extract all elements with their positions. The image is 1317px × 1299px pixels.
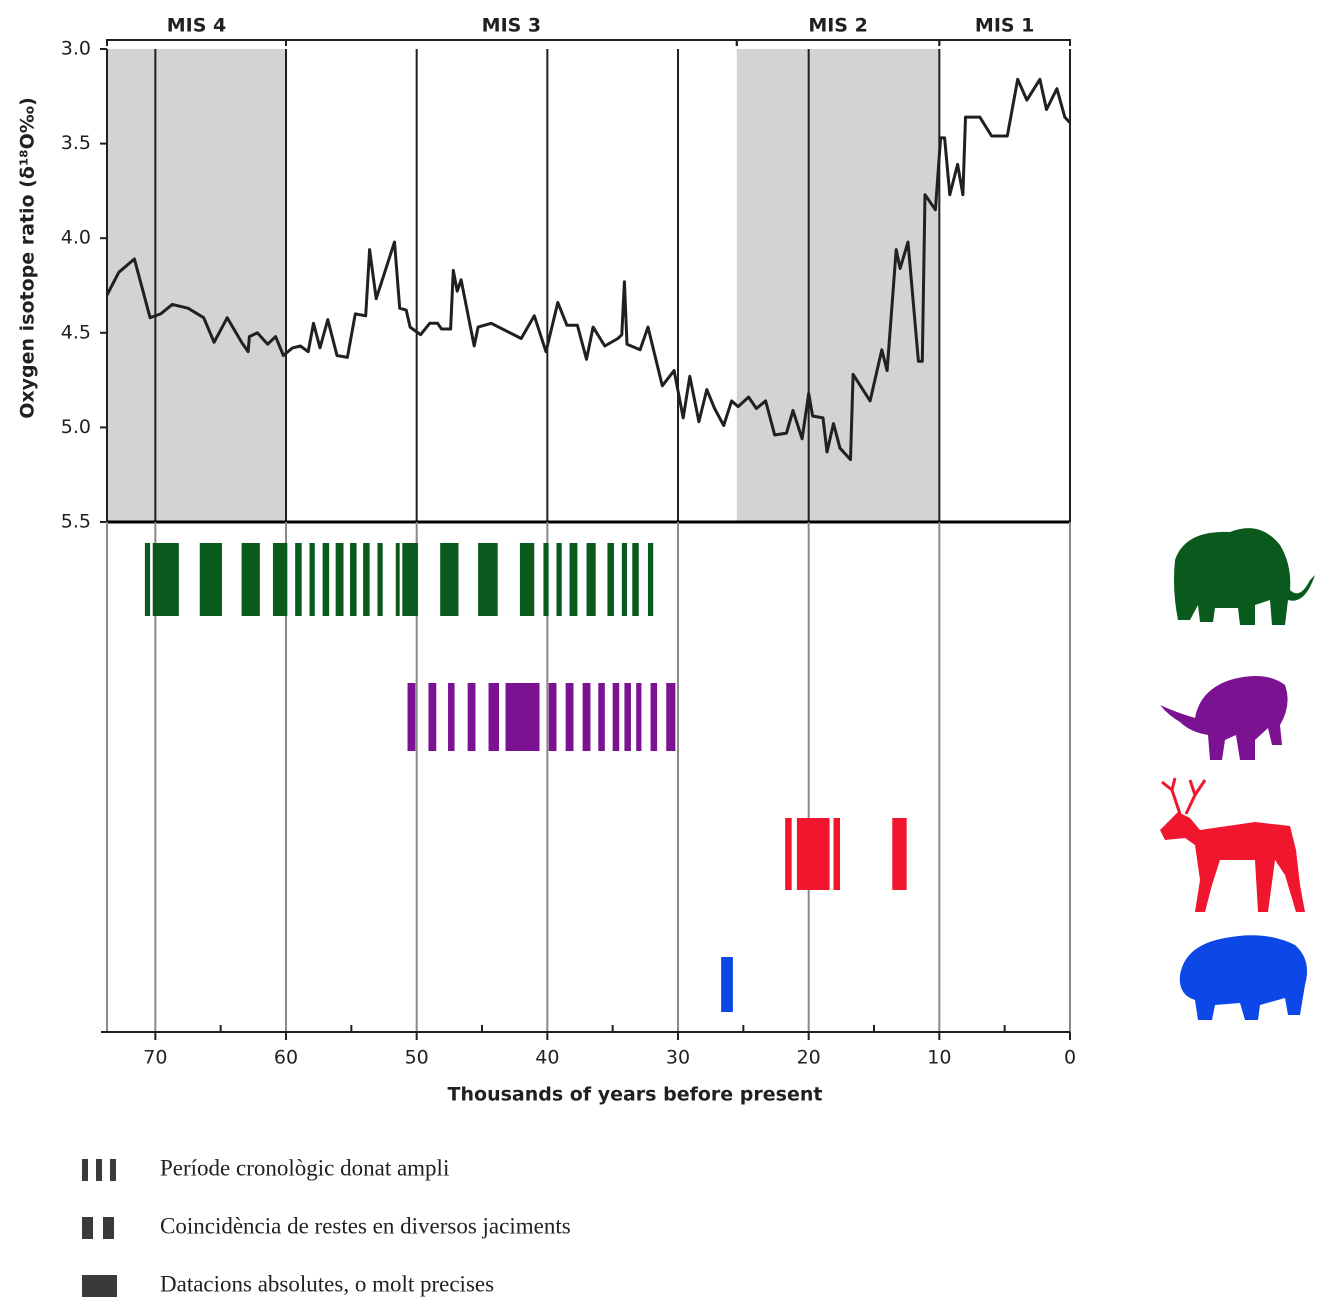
legend-symbol [82, 1217, 93, 1239]
range-bar [624, 683, 631, 751]
x-tick-label: 40 [535, 1047, 559, 1069]
range-bar [587, 543, 596, 616]
range-bar [636, 683, 641, 751]
animal-icons [1160, 528, 1315, 1020]
period-bracket [939, 40, 1070, 46]
mammoth-icon [1174, 528, 1315, 625]
range-bar [323, 543, 330, 616]
range-bar [622, 543, 627, 616]
range-bar [396, 543, 400, 616]
period-label: MIS 3 [482, 15, 542, 37]
range-bar [892, 818, 906, 890]
range-bar [666, 683, 675, 751]
legend-item: Datacions absolutes, o molt precises [82, 1271, 494, 1297]
range-bar [506, 683, 540, 751]
range-bar [570, 543, 578, 616]
range-bar [377, 543, 382, 616]
period-label: MIS 1 [975, 15, 1035, 37]
range-bar [598, 683, 605, 751]
range-bar [607, 543, 614, 616]
reindeer-antlers [1162, 778, 1205, 814]
x-tick-label: 10 [927, 1047, 951, 1069]
range-bar [448, 683, 455, 751]
x-tick-label: 50 [405, 1047, 429, 1069]
period-bracket [737, 40, 940, 46]
reindeer-icon [1160, 812, 1305, 912]
legend-label: Datacions absolutes, o molt precises [160, 1271, 494, 1296]
range-bar [408, 683, 416, 751]
legend-label: Període cronològic donat ampli [160, 1155, 449, 1180]
range-bar [721, 957, 733, 1012]
y-tick-label: 3.5 [61, 132, 91, 154]
legend-label: Coincidència de restes en diversos jacim… [160, 1213, 571, 1238]
range-bar [310, 543, 315, 616]
range-bar [242, 543, 260, 616]
period-shade [107, 49, 286, 522]
range-bar [583, 683, 591, 751]
x-tick-label: 70 [143, 1047, 167, 1069]
period-label: MIS 4 [167, 15, 227, 37]
legend-symbol [82, 1159, 88, 1181]
range-bar [363, 543, 370, 616]
x-axis-label: Thousands of years before present [448, 1084, 823, 1106]
range-bar [295, 543, 302, 616]
x-tick-label: 30 [666, 1047, 690, 1069]
range-bar [478, 543, 498, 616]
muskox-icon [1180, 935, 1307, 1020]
x-tick-label: 60 [274, 1047, 298, 1069]
range-bar [468, 683, 476, 751]
legend-symbol [96, 1159, 102, 1181]
range-bar [549, 683, 557, 751]
chart: MIS 4 MIS 3 MIS 2 MIS 1 3.0 3.5 4.0 4.5 5.0 5.5 70… [0, 0, 1317, 1299]
range-bar [613, 683, 620, 751]
range-bar [632, 543, 639, 616]
period-bracket [286, 40, 737, 46]
range-bar [556, 543, 561, 616]
range-bar [153, 543, 179, 616]
range-bar [489, 683, 499, 751]
y-tick-label: 5.0 [61, 416, 91, 438]
legend-item: Coincidència de restes en diversos jacim… [82, 1213, 571, 1239]
range-bar [428, 683, 436, 751]
range-bar [651, 683, 658, 751]
period-shade [737, 49, 940, 522]
legend-symbol [103, 1217, 114, 1239]
y-tick-label: 3.0 [61, 38, 91, 60]
range-bar [402, 543, 418, 616]
range-bar [200, 543, 222, 616]
period-bracket [107, 40, 286, 46]
range-bar [797, 818, 830, 890]
legend-symbol [82, 1275, 117, 1297]
range-bar [336, 543, 344, 616]
y-axis-label: Oxygen isotope ratio (δ¹⁸O‰) [17, 97, 39, 419]
rhino-icon [1160, 676, 1288, 760]
x-tick-label: 20 [797, 1047, 821, 1069]
range-bar [833, 818, 840, 890]
legend-item: Període cronològic donat ampli [82, 1155, 449, 1181]
range-bar [648, 543, 653, 616]
x-tick-label: 0 [1064, 1047, 1076, 1069]
range-bar [145, 543, 150, 616]
range-bar [543, 543, 548, 616]
legend-symbol [110, 1159, 116, 1181]
range-bar [785, 818, 792, 890]
range-bar [273, 543, 287, 616]
range-bar [520, 543, 534, 616]
y-tick-label: 4.0 [61, 227, 91, 249]
range-bar [566, 683, 574, 751]
range-bar [440, 543, 458, 616]
range-bar [350, 543, 357, 616]
period-label: MIS 2 [808, 15, 868, 37]
y-tick-label: 5.5 [61, 511, 91, 533]
y-tick-label: 4.5 [61, 321, 91, 343]
